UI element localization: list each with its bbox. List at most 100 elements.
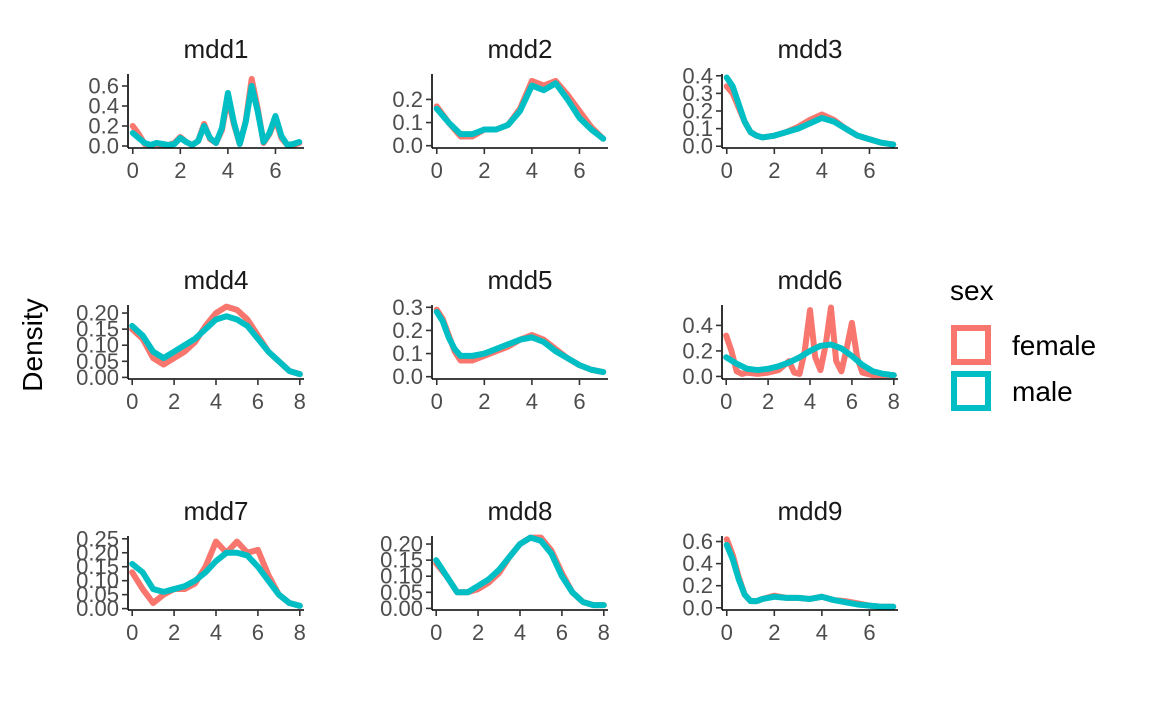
density-line-male: [433, 308, 607, 376]
y-tick-label: 0.0: [682, 595, 713, 620]
density-line-male: [129, 313, 303, 378]
y-tick-label: 0.1: [392, 341, 423, 366]
legend-title: sex: [950, 275, 994, 306]
x-tick-label: 0: [127, 158, 139, 183]
x-tick-label: 0: [721, 620, 733, 645]
x-tick-label: 6: [863, 158, 875, 183]
legend-key-female: [951, 325, 991, 365]
y-axis-title: Density: [17, 298, 48, 391]
density-line-male: [129, 83, 303, 148]
density-line-male: [723, 541, 897, 610]
y-tick-label: 0.10: [76, 333, 119, 358]
x-tick-label: 6: [252, 389, 264, 414]
y-tick-label: 0.0: [682, 364, 713, 389]
panel-mdd8: mdd8 0 2 4 6 8 0.000.050.100.150.20: [380, 496, 610, 645]
x-tick-label: 6: [269, 158, 281, 183]
y-tick-label: 0.2: [392, 87, 423, 112]
y-tick-label: 0.2: [682, 99, 713, 124]
x-tick-label: 0: [720, 389, 732, 414]
x-tick-label: 2: [762, 389, 774, 414]
density-line-male: [433, 80, 607, 142]
x-tick-label: 2: [478, 158, 490, 183]
x-tick-label: 2: [478, 389, 490, 414]
panel-mdd7: mdd7 0 2 4 6 8 0.000.050.100.150.200.25: [76, 496, 306, 645]
panel-mdd4: mdd4 0 2 4 6 8 0.000.050.100.150.20: [76, 265, 306, 414]
x-tick-label: 0: [430, 620, 442, 645]
x-tick-label: 4: [210, 620, 222, 645]
y-tick-label: 0.15: [380, 548, 423, 573]
y-tick-label: 0.2: [88, 114, 119, 139]
panel-mdd1: mdd1 0 2 4 6 0.00.20.40.6: [88, 34, 304, 183]
legend-key-male: [951, 371, 991, 411]
density-line-female: [129, 538, 303, 609]
panel-title: mdd5: [487, 265, 552, 295]
panel-title: mdd8: [487, 496, 552, 526]
y-tick-label: 0.00: [76, 596, 119, 621]
x-tick-label: 2: [174, 158, 186, 183]
x-tick-label: 2: [768, 158, 780, 183]
density-line-male: [129, 549, 303, 609]
y-tick-label: 0.4: [682, 551, 713, 576]
y-tick-label: 0.4: [682, 313, 713, 338]
x-tick-label: 4: [222, 158, 234, 183]
y-tick-label: 0.10: [76, 568, 119, 593]
y-tick-label: 0.1: [392, 110, 423, 135]
panel-title: mdd9: [777, 496, 842, 526]
y-tick-label: 0.0: [392, 133, 423, 158]
y-tick-label: 0.6: [682, 529, 713, 554]
panel-title: mdd4: [183, 265, 248, 295]
x-tick-label: 6: [573, 158, 585, 183]
x-tick-label: 4: [526, 158, 538, 183]
x-tick-label: 4: [816, 620, 828, 645]
x-tick-label: 4: [804, 389, 816, 414]
panel-mdd3: mdd3 0 2 4 6 0.00.10.20.30.4: [682, 34, 898, 183]
panel-title: mdd3: [777, 34, 842, 64]
x-tick-label: 6: [252, 620, 264, 645]
panel-title: mdd2: [487, 34, 552, 64]
x-tick-label: 8: [598, 620, 610, 645]
y-tick-label: 0.15: [76, 317, 119, 342]
y-tick-label: 0.0: [392, 364, 423, 389]
x-tick-label: 8: [294, 620, 306, 645]
density-line-male: [433, 534, 607, 609]
y-tick-label: 0.20: [380, 532, 423, 557]
panel-mdd6: mdd6 0 2 4 6 8 0.00.20.4: [682, 265, 900, 414]
y-tick-label: 0.0: [682, 134, 713, 159]
x-tick-label: 2: [768, 620, 780, 645]
y-tick-label: 0.2: [392, 318, 423, 343]
x-tick-label: 6: [556, 620, 568, 645]
panel-mdd5: mdd5 0 2 4 6 0.00.10.20.3: [392, 265, 608, 414]
x-tick-label: 4: [526, 389, 538, 414]
y-tick-label: 0.20: [76, 301, 119, 326]
y-tick-label: 0.05: [76, 582, 119, 607]
y-tick-label: 0.10: [380, 564, 423, 589]
density-line-female: [723, 304, 897, 379]
y-tick-label: 0.0: [88, 134, 119, 159]
x-tick-label: 2: [472, 620, 484, 645]
y-tick-label: 0.20: [76, 540, 119, 565]
y-tick-label: 0.4: [682, 63, 713, 88]
legend: sex female male: [950, 275, 1096, 411]
x-tick-label: 6: [863, 620, 875, 645]
y-tick-label: 0.3: [682, 81, 713, 106]
x-tick-label: 0: [721, 158, 733, 183]
y-tick-label: 0.05: [76, 349, 119, 374]
x-tick-label: 2: [168, 389, 180, 414]
panel-title: mdd1: [183, 34, 248, 64]
x-tick-label: 6: [846, 389, 858, 414]
y-tick-label: 0.05: [380, 580, 423, 605]
x-tick-label: 2: [168, 620, 180, 645]
y-tick-label: 0.1: [682, 116, 713, 141]
y-tick-label: 0.15: [76, 554, 119, 579]
y-tick-label: 0.2: [682, 573, 713, 598]
y-tick-label: 0.6: [88, 74, 119, 99]
y-tick-label: 0.00: [380, 596, 423, 621]
panel-mdd2: mdd2 0 2 4 6 0.00.10.2: [392, 34, 608, 183]
legend-entry-male: male: [951, 371, 1073, 411]
y-tick-label: 0.2: [682, 338, 713, 363]
x-tick-label: 6: [573, 389, 585, 414]
legend-label: female: [1012, 330, 1096, 361]
x-tick-label: 4: [816, 158, 828, 183]
